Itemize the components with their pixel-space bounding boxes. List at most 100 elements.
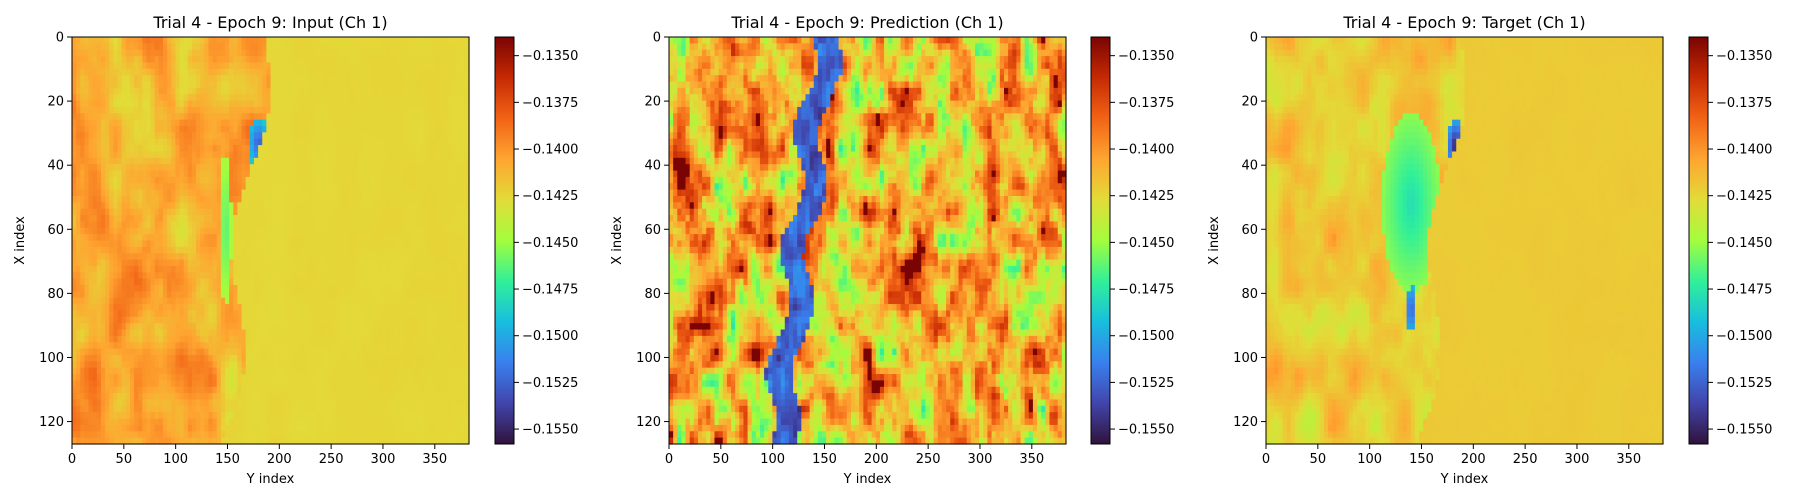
heatmap-cell (113, 107, 118, 114)
heatmap-cell (126, 158, 131, 165)
heatmap-cell (291, 88, 296, 95)
heatmap-cell (316, 190, 321, 197)
heatmap-cell (101, 158, 106, 165)
heatmap-cell (440, 69, 445, 76)
heatmap-cell (295, 88, 300, 95)
heatmap-cell (324, 355, 329, 362)
heatmap-cell (428, 132, 433, 139)
heatmap-cell (258, 330, 263, 337)
heatmap-cell (295, 120, 300, 127)
heatmap-cell (221, 101, 226, 108)
heatmap-cell (378, 62, 383, 69)
heatmap-cell (171, 132, 176, 139)
heatmap-cell (97, 43, 102, 50)
heatmap-cell (196, 183, 201, 190)
heatmap-cell (171, 126, 176, 133)
heatmap-cell (217, 56, 222, 63)
heatmap-cell (237, 355, 242, 362)
heatmap-cell (283, 145, 288, 152)
heatmap-cell (295, 215, 300, 222)
heatmap-cell (84, 266, 89, 273)
heatmap-cell (159, 56, 164, 63)
heatmap-cell (101, 228, 106, 235)
heatmap-cell (188, 139, 193, 146)
heatmap-cell (291, 361, 296, 368)
heatmap-cell (237, 228, 242, 235)
heatmap-cell (357, 56, 362, 63)
heatmap-cell (225, 62, 230, 69)
heatmap-cell (113, 342, 118, 349)
heatmap-cell (208, 285, 213, 292)
heatmap-cell (229, 145, 234, 152)
heatmap-cell (134, 101, 139, 108)
heatmap-cell (167, 113, 172, 120)
heatmap-cell (448, 330, 453, 337)
heatmap-cell (390, 355, 395, 362)
heatmap-cell (361, 272, 366, 279)
heatmap-cell (196, 317, 201, 324)
heatmap-cell (151, 190, 156, 197)
heatmap-cell (407, 62, 412, 69)
heatmap-cell (312, 158, 317, 165)
heatmap-cell (424, 56, 429, 63)
heatmap-cell (271, 88, 276, 95)
heatmap-cell (271, 260, 276, 267)
heatmap-cell (105, 37, 110, 44)
heatmap-cell (225, 82, 230, 89)
heatmap-cell (188, 323, 193, 330)
heatmap-cell (109, 183, 114, 190)
heatmap-cell (171, 355, 176, 362)
heatmap-cell (171, 291, 176, 298)
heatmap-cell (93, 247, 98, 254)
heatmap-cell (204, 336, 209, 343)
heatmap-cell (130, 323, 135, 330)
heatmap-cell (76, 107, 81, 114)
heatmap-cell (386, 241, 391, 248)
heatmap-cell (217, 183, 222, 190)
heatmap-cell (424, 349, 429, 356)
heatmap-cell (403, 336, 408, 343)
heatmap-cell (217, 177, 222, 184)
heatmap-cell (275, 361, 280, 368)
heatmap-cell (229, 82, 234, 89)
heatmap-cell (208, 215, 213, 222)
heatmap-cell (283, 298, 288, 305)
heatmap-cell (353, 266, 358, 273)
heatmap-cell (213, 215, 218, 222)
heatmap-cell (411, 69, 416, 76)
heatmap-cell (229, 349, 234, 356)
heatmap-cell (357, 266, 362, 273)
heatmap-cell (159, 171, 164, 178)
heatmap-cell (411, 272, 416, 279)
heatmap-cell (390, 88, 395, 95)
heatmap-cell (155, 342, 160, 349)
heatmap-cell (192, 43, 197, 50)
heatmap-cell (448, 183, 453, 190)
heatmap-cell (242, 304, 247, 311)
heatmap-cell (76, 361, 81, 368)
heatmap-cell (159, 69, 164, 76)
heatmap-cell (341, 221, 346, 228)
heatmap-cell (341, 330, 346, 337)
heatmap-cell (366, 361, 371, 368)
heatmap-cell (184, 139, 189, 146)
heatmap-cell (279, 37, 284, 44)
heatmap-cell (308, 298, 313, 305)
heatmap-cell (262, 196, 267, 203)
heatmap-cell (163, 272, 168, 279)
heatmap-cell (246, 330, 251, 337)
heatmap-cell (407, 196, 412, 203)
heatmap-cell (109, 247, 114, 254)
heatmap-cell (287, 183, 292, 190)
heatmap-cell (151, 139, 156, 146)
heatmap-cell (250, 69, 255, 76)
heatmap-cell (151, 145, 156, 152)
heatmap-cell (76, 75, 81, 82)
heatmap-cell (159, 253, 164, 260)
heatmap-cell (221, 75, 226, 82)
heatmap-cell (208, 56, 213, 63)
heatmap-cell (448, 56, 453, 63)
heatmap-cell (109, 260, 114, 267)
heatmap-cell (151, 69, 156, 76)
heatmap-cell (72, 279, 77, 286)
